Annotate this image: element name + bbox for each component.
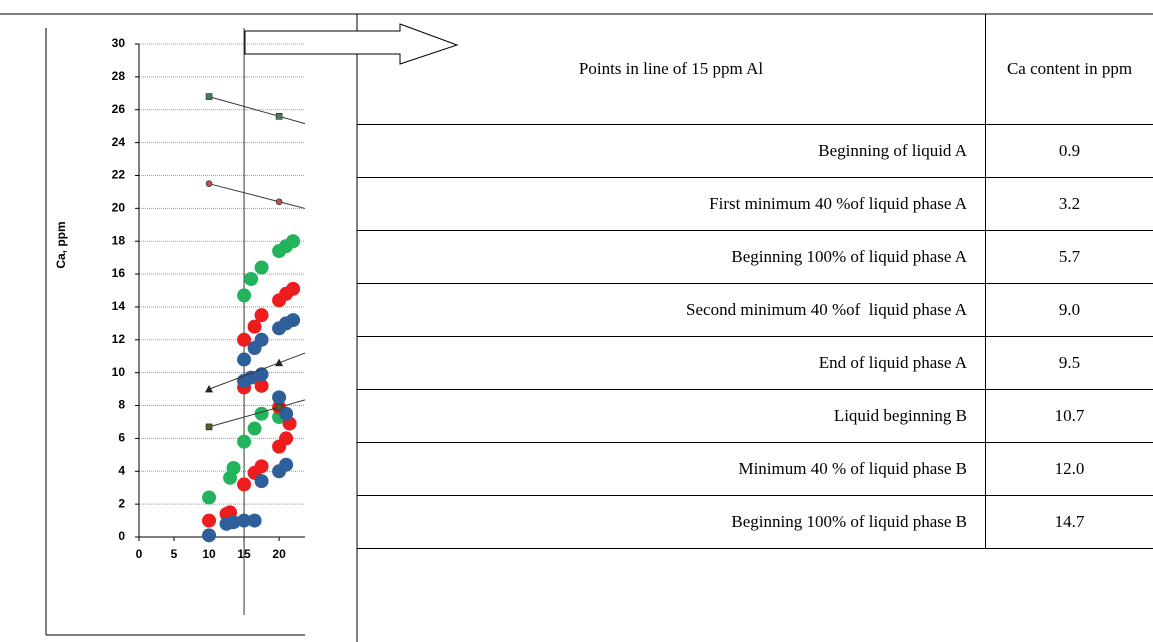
table-cell: 5.7 — [985, 230, 1153, 284]
dot — [279, 406, 294, 421]
dot — [254, 308, 269, 323]
marker — [205, 180, 213, 187]
x-tick-label: 20 — [272, 547, 286, 561]
y-tick-label: 16 — [112, 266, 126, 280]
dot — [237, 288, 252, 303]
table-cell: Points in line of 15 ppm Al — [357, 14, 986, 125]
y-tick-label: 4 — [118, 463, 125, 477]
y-tick-label: 10 — [112, 365, 126, 379]
dot — [226, 460, 241, 475]
table-row: Beginning 100% of liquid phase B 14.7 — [357, 495, 1153, 549]
table-row: Liquid beginning B 10.7 — [357, 389, 1153, 443]
y-tick-label: 14 — [112, 299, 126, 313]
dot — [254, 332, 269, 347]
x-tick-label: 0 — [136, 547, 143, 561]
dot — [247, 319, 262, 334]
dot — [237, 352, 252, 367]
y-axis-label: Ca, ppm — [54, 221, 68, 268]
dot — [254, 459, 269, 474]
table-cell: Beginning 100% of liquid phase A — [357, 230, 986, 284]
x-tick-label: 10 — [202, 547, 216, 561]
dot — [226, 515, 241, 530]
table-row: Second minimum 40 %of liquid phase A 9.0 — [357, 283, 1153, 337]
dot — [286, 313, 301, 328]
dot — [244, 370, 259, 385]
table-cell: 9.0 — [985, 283, 1153, 337]
table-cell: 14.7 — [985, 495, 1153, 549]
dot — [237, 477, 252, 492]
y-tick-label: 12 — [112, 332, 126, 346]
dot — [244, 271, 259, 286]
dot — [254, 260, 269, 275]
table-row: Points in line of 15 ppm Al Ca content in… — [357, 14, 1153, 125]
table-row: Minimum 40 % of liquid phase B 12.0 — [357, 442, 1153, 496]
dot — [247, 513, 262, 528]
dot — [237, 332, 252, 347]
table-cell: 10.7 — [985, 389, 1153, 443]
marker — [205, 423, 213, 431]
y-tick-label: 24 — [112, 135, 126, 149]
trend-line — [208, 183, 306, 209]
x-tick-label: 5 — [171, 547, 178, 561]
dot — [272, 390, 287, 405]
dot — [254, 378, 269, 393]
dot — [202, 490, 217, 505]
y-tick-label: 28 — [112, 69, 126, 83]
marker — [205, 93, 213, 100]
table-row: First minimum 40 %of liquid phase A 3.2 — [357, 177, 1153, 231]
dot — [279, 431, 294, 446]
table: Points in line of 15 ppm Al Ca content in… — [357, 14, 1153, 549]
dot — [202, 513, 217, 528]
y-tick-label: 20 — [112, 201, 126, 215]
dot — [247, 421, 262, 436]
y-tick-label: 0 — [118, 529, 125, 543]
table-cell: Beginning 100% of liquid phase B — [357, 495, 986, 549]
dot — [237, 513, 252, 528]
table-cell: Beginning of liquid A — [357, 124, 986, 178]
table-row: End of liquid phase A 9.5 — [357, 336, 1153, 390]
table-cell: 9.5 — [985, 336, 1153, 390]
table-cell: First minimum 40 %of liquid phase A — [357, 177, 986, 231]
table-row: Beginning 100% of liquid phase A 5.7 — [357, 230, 1153, 284]
y-tick-label: 22 — [112, 168, 126, 182]
marker — [275, 198, 283, 206]
table-cell: Liquid beginning B — [357, 389, 986, 443]
dot — [237, 434, 252, 449]
y-tick-label: 26 — [112, 102, 126, 116]
dot — [254, 406, 269, 421]
dot — [286, 281, 301, 296]
dot — [202, 528, 217, 543]
table-row: Beginning of liquid A 0.9 — [357, 124, 1153, 178]
table-cell: Minimum 40 % of liquid phase B — [357, 442, 986, 496]
marker — [205, 384, 214, 393]
dot — [279, 457, 294, 472]
dot — [286, 234, 301, 249]
table-cell: 12.0 — [985, 442, 1153, 496]
table-cell: 3.2 — [985, 177, 1153, 231]
table-cell: Ca content in ppm — [985, 14, 1153, 125]
y-tick-label: 8 — [118, 398, 125, 412]
y-tick-label: 30 — [112, 36, 126, 50]
dot — [254, 474, 269, 489]
marker — [275, 113, 283, 120]
marker — [275, 403, 283, 411]
table-cell: End of liquid phase A — [357, 336, 986, 390]
y-tick-label: 6 — [118, 431, 125, 445]
marker — [275, 358, 284, 367]
table-cell: Second minimum 40 %of liquid phase A — [357, 283, 986, 337]
y-tick-label: 18 — [112, 233, 126, 247]
y-tick-label: 2 — [118, 496, 125, 510]
table-cell: 0.9 — [985, 124, 1153, 178]
